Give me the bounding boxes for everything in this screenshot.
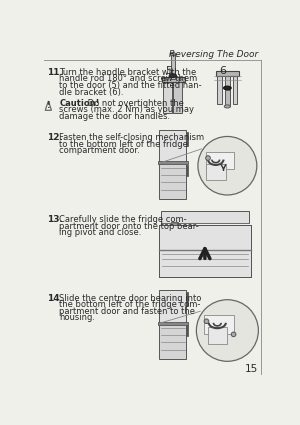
Bar xyxy=(171,222,177,226)
Bar xyxy=(206,152,234,169)
Bar xyxy=(225,90,230,106)
Text: partment door onto the top bear-: partment door onto the top bear- xyxy=(59,221,199,230)
Text: 15: 15 xyxy=(245,364,258,374)
Bar xyxy=(206,164,226,180)
Bar xyxy=(233,74,238,104)
Bar xyxy=(163,80,172,113)
Text: 13.: 13. xyxy=(47,215,63,224)
Circle shape xyxy=(206,156,210,160)
Text: 11.: 11. xyxy=(47,68,63,77)
Bar xyxy=(158,162,188,164)
Bar xyxy=(159,163,186,199)
Bar xyxy=(159,225,250,278)
Bar xyxy=(204,315,234,334)
Bar xyxy=(161,77,185,82)
Text: the bottom left of the fridge com-: the bottom left of the fridge com- xyxy=(59,300,201,309)
Bar xyxy=(159,323,186,359)
Bar xyxy=(161,211,249,223)
Text: to the door (5) and the fitted han-: to the door (5) and the fitted han- xyxy=(59,81,202,90)
Ellipse shape xyxy=(224,105,230,108)
Text: handle rod 180° and screw them: handle rod 180° and screw them xyxy=(59,74,197,83)
Bar xyxy=(225,74,230,104)
Text: Fasten the self-closing mechanism: Fasten the self-closing mechanism xyxy=(59,133,204,142)
Text: screws (max. 2 Nm) as you may: screws (max. 2 Nm) as you may xyxy=(59,105,194,114)
Text: !: ! xyxy=(46,101,50,110)
Circle shape xyxy=(204,319,209,323)
Circle shape xyxy=(196,300,258,361)
Circle shape xyxy=(164,78,167,81)
Text: Slide the centre door bearing into: Slide the centre door bearing into xyxy=(59,294,202,303)
Text: damage the door handles.: damage the door handles. xyxy=(59,112,170,121)
Text: Caution!: Caution! xyxy=(59,99,100,108)
Bar xyxy=(208,327,226,344)
Text: 12.: 12. xyxy=(47,133,63,142)
Bar xyxy=(171,54,175,79)
Bar xyxy=(159,130,186,163)
Circle shape xyxy=(231,332,236,337)
Text: Do not overtighten the: Do not overtighten the xyxy=(85,99,184,108)
Text: compartment door.: compartment door. xyxy=(59,147,140,156)
Ellipse shape xyxy=(169,74,176,78)
Ellipse shape xyxy=(170,53,176,56)
Text: to the bottom left of the fridge: to the bottom left of the fridge xyxy=(59,140,188,149)
Text: partment door and fasten to the: partment door and fasten to the xyxy=(59,307,195,316)
Text: ing pivot and close.: ing pivot and close. xyxy=(59,228,142,237)
Bar xyxy=(159,225,250,278)
Circle shape xyxy=(198,136,257,195)
Text: Turn the handle bracket with the: Turn the handle bracket with the xyxy=(59,68,196,77)
Polygon shape xyxy=(45,101,52,110)
Circle shape xyxy=(179,78,181,81)
Text: housing.: housing. xyxy=(59,313,95,322)
Text: 14.: 14. xyxy=(47,294,63,303)
Text: 6: 6 xyxy=(220,66,226,76)
Ellipse shape xyxy=(224,86,231,90)
Bar xyxy=(158,322,188,325)
Bar xyxy=(217,74,222,104)
Text: Carefully slide the fridge com-: Carefully slide the fridge com- xyxy=(59,215,187,224)
Bar xyxy=(159,290,186,323)
Text: 5: 5 xyxy=(165,66,172,76)
Text: dle bracket (6).: dle bracket (6). xyxy=(59,88,124,96)
Bar xyxy=(173,80,182,113)
Bar xyxy=(216,71,239,76)
Text: Reversing The Door: Reversing The Door xyxy=(169,50,258,59)
